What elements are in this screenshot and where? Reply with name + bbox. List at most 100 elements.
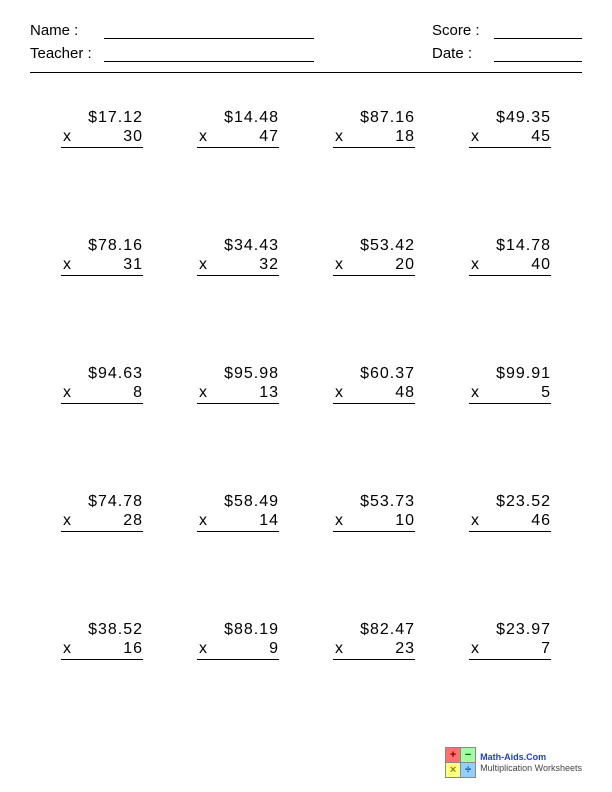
problem-cell: $99.91x5 bbox=[442, 335, 578, 463]
teacher-label: Teacher : bbox=[30, 45, 104, 62]
multiplicand: $14.48 bbox=[197, 109, 279, 128]
problem: $38.52x16 bbox=[61, 621, 143, 660]
multiplier: 23 bbox=[395, 640, 415, 658]
operator: x bbox=[61, 256, 72, 274]
operator: x bbox=[333, 640, 344, 658]
multiplier-row: x 30 bbox=[61, 128, 143, 148]
teacher-row: Teacher : bbox=[30, 45, 314, 62]
multiplicand: $78.16 bbox=[61, 237, 143, 256]
plus-icon: + bbox=[446, 748, 460, 762]
problem: $99.91x5 bbox=[469, 365, 551, 404]
multiplier-row: x7 bbox=[469, 640, 551, 660]
operator: x bbox=[333, 512, 344, 530]
problem-cell: $17.12x30 bbox=[34, 79, 170, 207]
multiplier-row: x46 bbox=[469, 512, 551, 532]
multiplicand: $99.91 bbox=[469, 365, 551, 384]
footer: + − × ÷ Math-Aids.Com Multiplication Wor… bbox=[445, 747, 582, 778]
multiplier: 31 bbox=[123, 256, 143, 274]
operator: x bbox=[61, 128, 72, 146]
teacher-blank bbox=[104, 46, 314, 62]
problem-cell: $94.63x8 bbox=[34, 335, 170, 463]
problem: $53.42x 20 bbox=[333, 237, 415, 276]
multiplier: 47 bbox=[259, 128, 279, 146]
problem: $49.35x45 bbox=[469, 109, 551, 148]
problem-cell: $58.49x14 bbox=[170, 463, 306, 591]
multiplier: 30 bbox=[123, 128, 143, 146]
multiplier-row: x28 bbox=[61, 512, 143, 532]
problem-cell: $82.47x23 bbox=[306, 591, 442, 719]
header-divider bbox=[30, 72, 582, 73]
footer-site: Math-Aids.Com bbox=[480, 752, 582, 763]
multiplicand: $23.97 bbox=[469, 621, 551, 640]
problem-cell: $14.78x40 bbox=[442, 207, 578, 335]
header-left: Name : Teacher : bbox=[30, 22, 314, 68]
minus-icon: − bbox=[461, 748, 475, 762]
multiplier: 10 bbox=[395, 512, 415, 530]
operator: x bbox=[197, 128, 208, 146]
operator: x bbox=[469, 128, 480, 146]
multiplier-row: x13 bbox=[197, 384, 279, 404]
multiplier-row: x5 bbox=[469, 384, 551, 404]
multiplier: 8 bbox=[133, 384, 143, 402]
problem: $14.78x40 bbox=[469, 237, 551, 276]
problem-cell: $74.78x28 bbox=[34, 463, 170, 591]
score-label: Score : bbox=[432, 22, 494, 39]
operator: x bbox=[469, 512, 480, 530]
multiplier-row: x 31 bbox=[61, 256, 143, 276]
problem: $58.49x14 bbox=[197, 493, 279, 532]
operator: x bbox=[197, 640, 208, 658]
multiplier: 28 bbox=[123, 512, 143, 530]
problem-cell: $60.37x48 bbox=[306, 335, 442, 463]
multiplicand: $38.52 bbox=[61, 621, 143, 640]
operator: x bbox=[333, 256, 344, 274]
problem-cell: $23.97x7 bbox=[442, 591, 578, 719]
name-label: Name : bbox=[30, 22, 104, 39]
problem: $17.12x30 bbox=[61, 109, 143, 148]
multiplicand: $34.43 bbox=[197, 237, 279, 256]
problems-grid: $17.12x30$14.48x47$87.16x18$49.35x45$78.… bbox=[30, 79, 582, 719]
problem-cell: $53.42x 20 bbox=[306, 207, 442, 335]
operator: x bbox=[469, 640, 480, 658]
problem: $53.73x 10 bbox=[333, 493, 415, 532]
multiplier: 20 bbox=[395, 256, 415, 274]
problem: $88.19x9 bbox=[197, 621, 279, 660]
multiplier: 13 bbox=[259, 384, 279, 402]
multiplier: 40 bbox=[531, 256, 551, 274]
multiplier-row: x16 bbox=[61, 640, 143, 660]
problem: $95.98x13 bbox=[197, 365, 279, 404]
problem: $14.48x 47 bbox=[197, 109, 279, 148]
multiplier: 7 bbox=[541, 640, 551, 658]
problem: $74.78x28 bbox=[61, 493, 143, 532]
problem-cell: $23.52x46 bbox=[442, 463, 578, 591]
name-blank bbox=[104, 23, 314, 39]
date-label: Date : bbox=[432, 45, 494, 62]
problem: $94.63x8 bbox=[61, 365, 143, 404]
multiplicand: $87.16 bbox=[333, 109, 415, 128]
multiplier-row: x32 bbox=[197, 256, 279, 276]
problem-cell: $38.52x16 bbox=[34, 591, 170, 719]
problem: $23.52x46 bbox=[469, 493, 551, 532]
multiplier-row: x 23 bbox=[333, 640, 415, 660]
multiplier-row: x8 bbox=[61, 384, 143, 404]
score-blank bbox=[494, 23, 582, 39]
multiplicand: $94.63 bbox=[61, 365, 143, 384]
multiplier-row: x14 bbox=[197, 512, 279, 532]
problem-cell: $88.19x9 bbox=[170, 591, 306, 719]
multiplicand: $74.78 bbox=[61, 493, 143, 512]
operator: x bbox=[469, 256, 480, 274]
footer-subtitle: Multiplication Worksheets bbox=[480, 763, 582, 774]
operator: x bbox=[333, 128, 344, 146]
problem: $60.37x48 bbox=[333, 365, 415, 404]
multiplicand: $53.73 bbox=[333, 493, 415, 512]
multiplicand: $88.19 bbox=[197, 621, 279, 640]
multiplier: 16 bbox=[123, 640, 143, 658]
score-row: Score : bbox=[432, 22, 582, 39]
operator: x bbox=[61, 384, 72, 402]
problem: $34.43x32 bbox=[197, 237, 279, 276]
multiplier: 45 bbox=[531, 128, 551, 146]
problem: $23.97x7 bbox=[469, 621, 551, 660]
multiplicand: $53.42 bbox=[333, 237, 415, 256]
header-right: Score : Date : bbox=[432, 22, 582, 68]
problem: $78.16x 31 bbox=[61, 237, 143, 276]
times-icon: × bbox=[446, 763, 460, 777]
